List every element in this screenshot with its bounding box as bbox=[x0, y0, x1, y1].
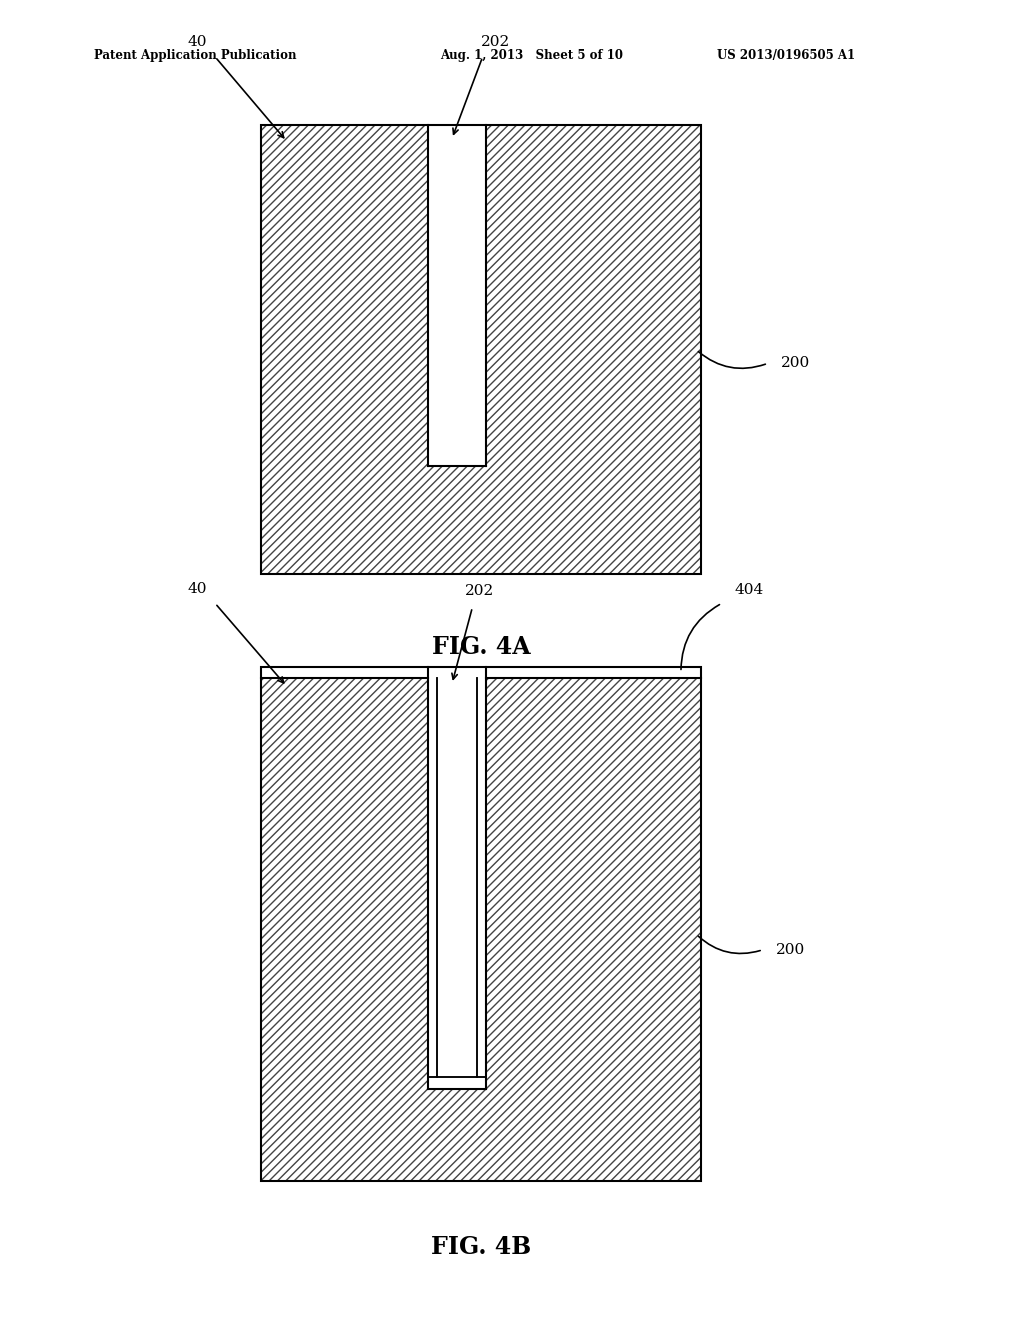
Text: 202: 202 bbox=[465, 585, 495, 598]
Bar bbox=[485, 667, 701, 1181]
Bar bbox=[428, 124, 485, 466]
Text: 200: 200 bbox=[781, 356, 811, 371]
Text: 202: 202 bbox=[481, 36, 511, 49]
Bar bbox=[485, 667, 701, 678]
Text: US 2013/0196505 A1: US 2013/0196505 A1 bbox=[717, 49, 855, 62]
Text: Patent Application Publication: Patent Application Publication bbox=[94, 49, 297, 62]
Text: FIG. 4B: FIG. 4B bbox=[431, 1236, 531, 1259]
Text: 200: 200 bbox=[776, 942, 806, 957]
Text: 40: 40 bbox=[187, 582, 208, 595]
Bar bbox=[485, 125, 701, 574]
Bar bbox=[261, 466, 701, 574]
Bar bbox=[261, 125, 701, 574]
Text: 404: 404 bbox=[734, 583, 764, 597]
Bar bbox=[261, 667, 701, 1181]
Text: Aug. 1, 2013   Sheet 5 of 10: Aug. 1, 2013 Sheet 5 of 10 bbox=[440, 49, 624, 62]
Bar bbox=[261, 1089, 701, 1181]
Bar bbox=[261, 125, 428, 574]
Bar bbox=[428, 665, 485, 1089]
Text: 40: 40 bbox=[187, 36, 208, 49]
Text: FIG. 4A: FIG. 4A bbox=[432, 635, 530, 659]
Bar bbox=[261, 667, 428, 678]
Bar bbox=[261, 667, 428, 1181]
